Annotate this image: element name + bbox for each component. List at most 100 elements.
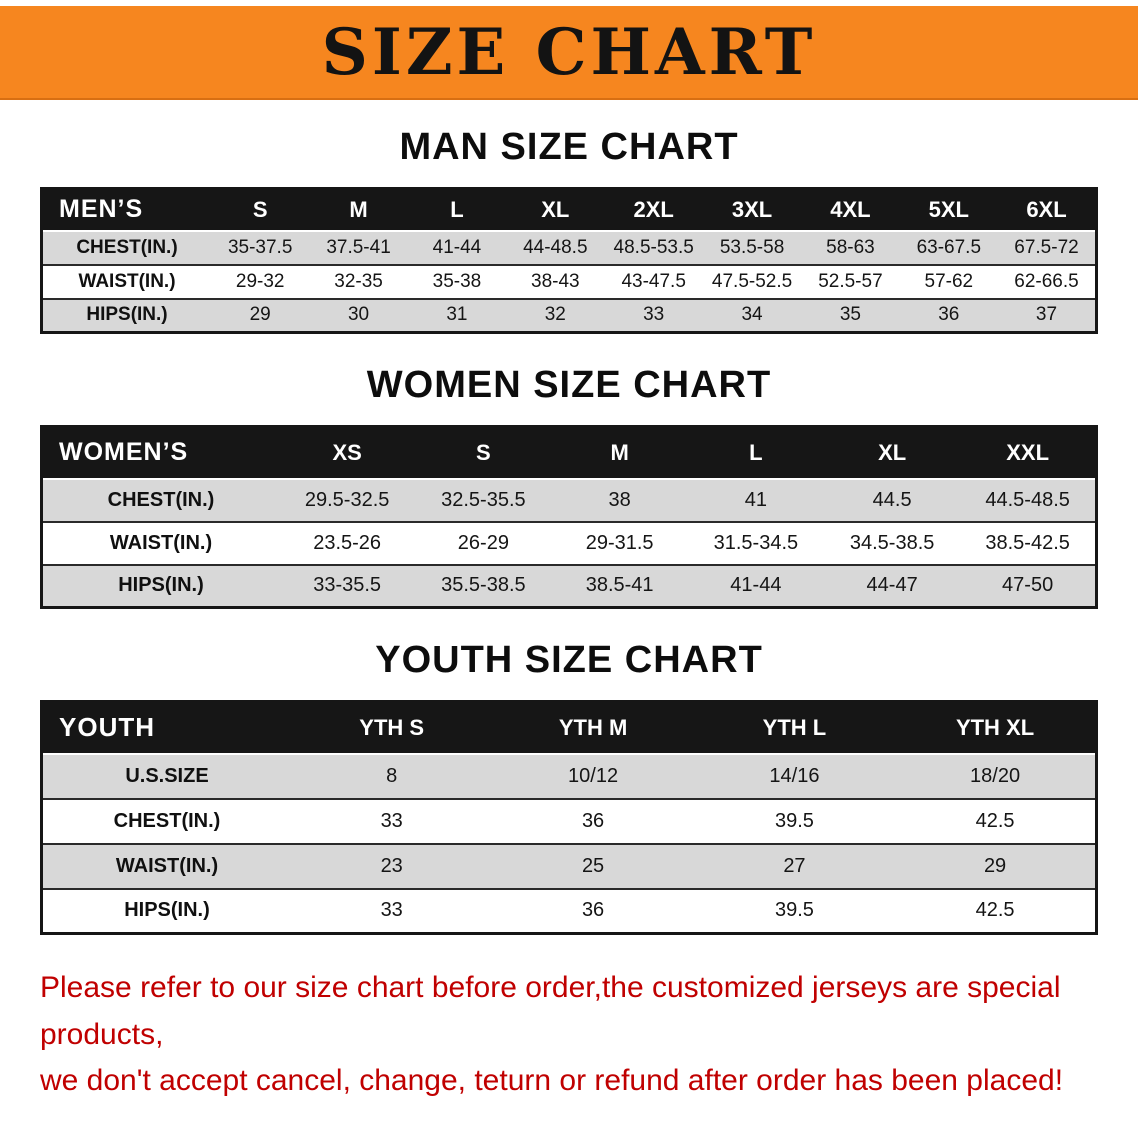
size-header-cell: YTH S bbox=[291, 701, 493, 755]
men-size-table: MEN’S S M L XL 2XL 3XL 4XL 5XL 6XL CHEST(IN.) 35-37… bbox=[40, 187, 1098, 334]
size-value-cell: 44.5 bbox=[872, 488, 912, 511]
size-chart-page: SIZE CHART MAN SIZE CHART MEN’S S M L XL 2XL 3… bbox=[0, 6, 1138, 1105]
table-row: HIPS(IN.) 33-35.5 35.5-38.5 38.5-41 41-44 44-… bbox=[41, 564, 1097, 608]
size-header-cell: XS bbox=[279, 426, 416, 480]
table-row: CHEST(IN.) 35-37.5 37.5-41 41-44 44-48.5 48.5… bbox=[41, 230, 1097, 265]
size-value-cell: 25 bbox=[581, 854, 605, 877]
size-value-cell: 37 bbox=[1035, 304, 1058, 326]
size-value-cell: 37.5-41 bbox=[326, 236, 391, 258]
measurement-label-cell: CHEST(IN.) bbox=[107, 488, 215, 511]
table-row: U.S.SIZE 8 10/12 14/16 18/20 bbox=[41, 753, 1097, 799]
table-row: CHEST(IN.) 29.5-32.5 32.5-35.5 38 41 44.5 44.5… bbox=[41, 478, 1097, 522]
size-value-cell: 35 bbox=[839, 304, 861, 326]
size-value-cell: 35.5-38.5 bbox=[441, 574, 526, 597]
size-value-cell: 63-67.5 bbox=[916, 236, 982, 258]
size-value-cell: 39.5 bbox=[774, 899, 814, 922]
size-value-cell: 29 bbox=[983, 854, 1007, 877]
size-header-cell: XL bbox=[824, 426, 961, 480]
size-value-cell: 29 bbox=[249, 304, 271, 326]
page-title: SIZE CHART bbox=[321, 14, 817, 90]
size-header-cell: 4XL bbox=[801, 188, 900, 232]
measurement-label-cell: CHEST(IN.) bbox=[113, 809, 221, 832]
size-header-cell: YTH XL bbox=[895, 701, 1097, 755]
size-value-cell: 47.5-52.5 bbox=[711, 270, 793, 292]
size-header-cell: 5XL bbox=[899, 188, 998, 232]
youth-size-chart-section: YOUTH SIZE CHART YOUTH YTH S YTH M YTH L YTH… bbox=[0, 639, 1138, 935]
size-value-cell: 41-44 bbox=[432, 236, 482, 258]
size-header-cell: S bbox=[211, 188, 310, 232]
size-value-cell: 39.5 bbox=[774, 809, 814, 832]
notice-line-2: we don't accept cancel, change, teturn o… bbox=[40, 1064, 1064, 1097]
table-row: HIPS(IN.) 29 30 31 32 33 34 35 36 37 bbox=[41, 298, 1097, 333]
size-value-cell: 38 bbox=[608, 488, 631, 511]
size-value-cell: 58-63 bbox=[826, 236, 875, 258]
size-header-cell: M bbox=[551, 426, 688, 480]
size-value-cell: 38.5-41 bbox=[585, 574, 654, 597]
size-value-cell: 29-31.5 bbox=[585, 531, 654, 554]
measurement-label-cell: HIPS(IN.) bbox=[124, 899, 210, 922]
size-value-cell: 35-38 bbox=[432, 270, 482, 292]
size-value-cell: 32 bbox=[544, 304, 566, 326]
table-row: WAIST(IN.) 23 25 27 29 bbox=[41, 843, 1097, 889]
size-header-cell: 2XL bbox=[604, 188, 703, 232]
size-value-cell: 23 bbox=[380, 854, 403, 877]
men-size-chart-section: MAN SIZE CHART MEN’S S M L XL 2XL 3XL 4XL 5XL 6XL… bbox=[0, 126, 1138, 334]
content: MAN SIZE CHART MEN’S S M L XL 2XL 3XL 4XL 5XL 6XL… bbox=[0, 126, 1138, 935]
size-header-cell: L bbox=[407, 188, 507, 232]
size-value-cell: 36 bbox=[938, 304, 960, 326]
youth-section-heading: YOUTH SIZE CHART bbox=[375, 639, 763, 681]
size-value-cell: 14/16 bbox=[769, 764, 820, 787]
size-header-cell: L bbox=[687, 426, 824, 480]
size-header-cell: 3XL bbox=[702, 188, 802, 232]
size-value-cell: 23.5-26 bbox=[313, 531, 382, 554]
size-value-cell: 36 bbox=[581, 809, 605, 832]
measurement-label-cell: HIPS(IN.) bbox=[118, 574, 204, 597]
size-header-cell: XXL bbox=[960, 426, 1097, 480]
footer-notice: Please refer to our size chart before or… bbox=[40, 965, 1100, 1105]
size-value-cell: 36 bbox=[581, 899, 605, 922]
banner: SIZE CHART bbox=[0, 6, 1138, 100]
size-value-cell: 31.5-34.5 bbox=[713, 531, 799, 554]
table-header-row: WOMEN’S XS S M L XL XXL bbox=[41, 426, 1097, 480]
size-value-cell: 44.5-48.5 bbox=[985, 488, 1070, 511]
table-header-row: MEN’S S M L XL 2XL 3XL 4XL 5XL 6XL bbox=[41, 188, 1097, 232]
size-value-cell: 30 bbox=[347, 304, 370, 326]
notice-line-1: Please refer to our size chart before or… bbox=[40, 971, 1061, 1051]
measurement-label-cell: U.S.SIZE bbox=[125, 764, 209, 787]
women-size-table: WOMEN’S XS S M L XL XXL CHEST(IN.) 29.5-32.5 32.5… bbox=[40, 425, 1098, 609]
size-value-cell: 29.5-32.5 bbox=[304, 488, 390, 511]
size-value-cell: 41-44 bbox=[730, 574, 782, 597]
size-header-cell: S bbox=[415, 426, 552, 480]
women-section-heading: WOMEN SIZE CHART bbox=[366, 364, 772, 406]
size-value-cell: 32-35 bbox=[334, 270, 383, 292]
size-header-cell: YTH L bbox=[693, 701, 896, 755]
size-value-cell: 53.5-58 bbox=[719, 236, 785, 258]
size-value-cell: 26-29 bbox=[457, 531, 509, 554]
measurement-label-cell: HIPS(IN.) bbox=[86, 304, 168, 326]
size-header-cell: YTH M bbox=[492, 701, 694, 755]
size-value-cell: 38-43 bbox=[531, 270, 580, 292]
table-row: WAIST(IN.) 29-32 32-35 35-38 38-43 43-47.5 47.… bbox=[41, 264, 1097, 299]
size-value-cell: 33 bbox=[380, 809, 403, 832]
size-header-cell: XL bbox=[506, 188, 605, 232]
size-value-cell: 42.5 bbox=[975, 809, 1015, 832]
size-value-cell: 67.5-72 bbox=[1014, 236, 1079, 258]
table-header-row: YOUTH YTH S YTH M YTH L YTH XL bbox=[41, 701, 1097, 755]
size-value-cell: 31 bbox=[446, 304, 468, 326]
measurement-label-cell: WAIST(IN.) bbox=[109, 531, 213, 554]
size-value-cell: 33 bbox=[643, 304, 665, 326]
size-value-cell: 10/12 bbox=[568, 764, 619, 787]
size-value-cell: 35-37.5 bbox=[227, 236, 293, 258]
youth-size-table: YOUTH YTH S YTH M YTH L YTH XL U.S.SIZE 8 10/12… bbox=[40, 700, 1098, 935]
measurement-label-cell: WAIST(IN.) bbox=[78, 270, 176, 292]
table-title-cell: YOUTH bbox=[41, 701, 291, 755]
size-value-cell: 38.5-42.5 bbox=[985, 531, 1070, 554]
size-value-cell: 29-32 bbox=[235, 270, 285, 292]
size-value-cell: 52.5-57 bbox=[818, 270, 883, 292]
size-value-cell: 27 bbox=[783, 854, 806, 877]
table-row: WAIST(IN.) 23.5-26 26-29 29-31.5 31.5-34.5 34… bbox=[41, 521, 1097, 565]
table-title-cell: WOMEN’S bbox=[41, 426, 279, 480]
size-value-cell: 44-48.5 bbox=[523, 236, 588, 258]
size-value-cell: 57-62 bbox=[924, 270, 974, 292]
size-value-cell: 44-47 bbox=[866, 574, 918, 597]
